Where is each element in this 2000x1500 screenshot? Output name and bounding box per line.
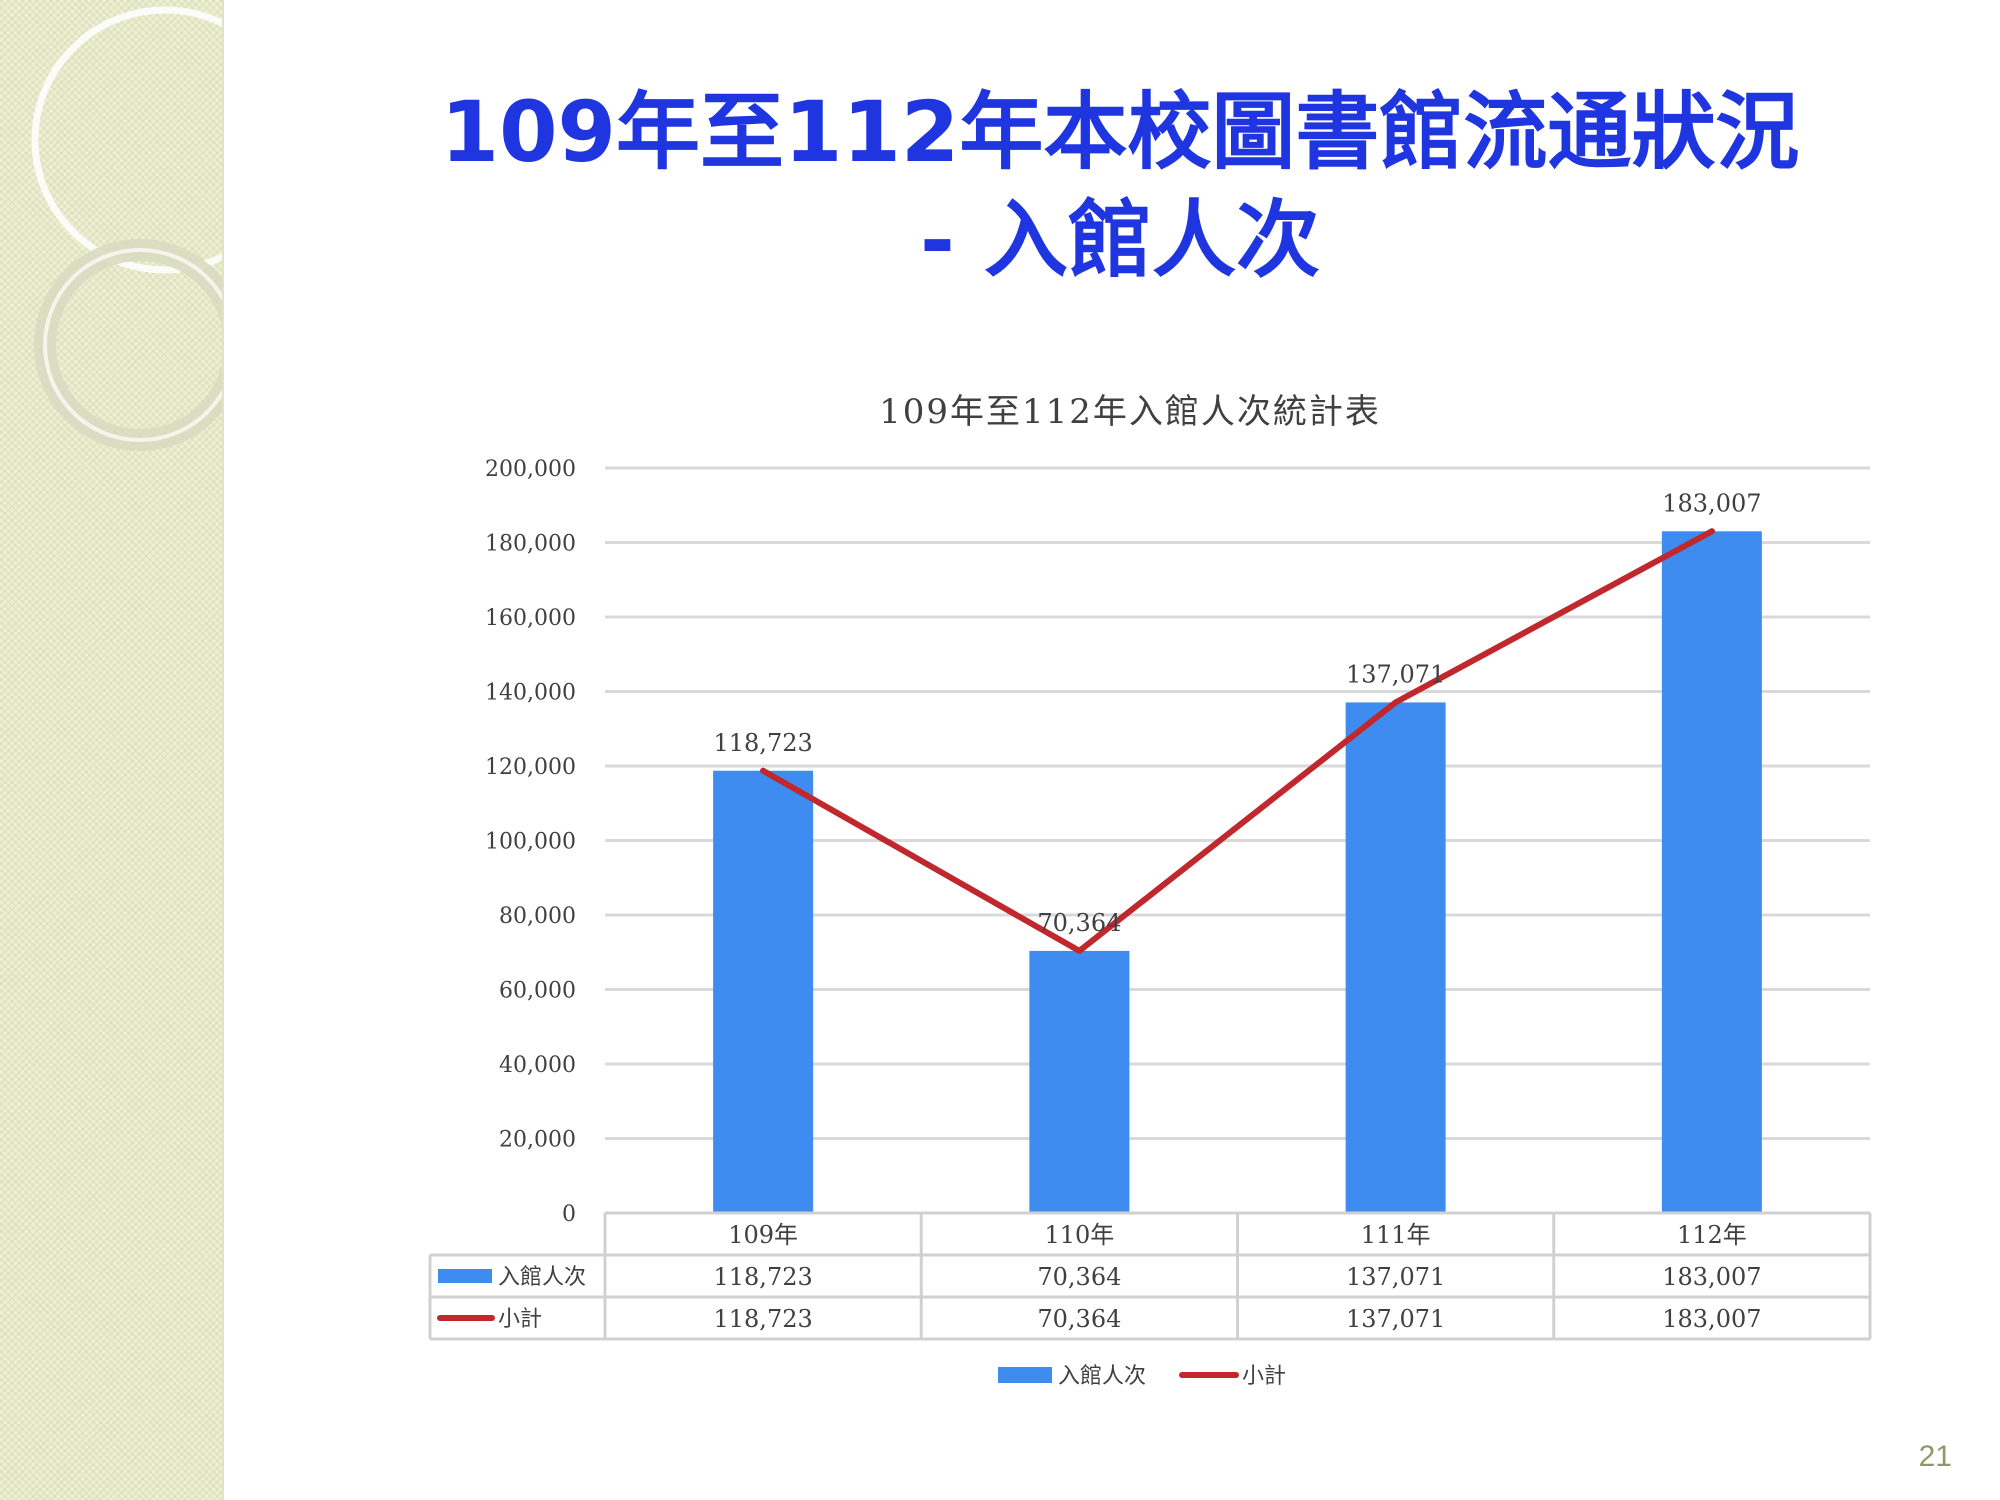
table-row-label: 小計 bbox=[498, 1307, 542, 1332]
table-cell: 137,071 bbox=[1346, 1263, 1445, 1291]
table-row-label: 入館人次 bbox=[498, 1265, 586, 1290]
y-tick-label: 40,000 bbox=[499, 1053, 576, 1078]
bar bbox=[713, 770, 814, 1213]
table-cell: 183,007 bbox=[1662, 1305, 1761, 1333]
slide-title: 109年至112年本校圖書館流通狀況 - 入館人次 bbox=[260, 78, 1980, 294]
decorative-side-panel bbox=[0, 0, 224, 1500]
x-tick-label: 109年 bbox=[728, 1221, 798, 1249]
line-point bbox=[1708, 528, 1715, 535]
page-number: 21 bbox=[1918, 1440, 1952, 1473]
table-cell: 118,723 bbox=[714, 1305, 813, 1333]
x-tick-label: 112年 bbox=[1677, 1221, 1747, 1249]
bar bbox=[1661, 531, 1762, 1213]
data-label: 118,723 bbox=[714, 729, 813, 757]
y-tick-label: 180,000 bbox=[485, 532, 576, 557]
line-point bbox=[1392, 699, 1399, 706]
data-label: 137,071 bbox=[1346, 660, 1445, 688]
table-cell: 137,071 bbox=[1346, 1305, 1445, 1333]
decorative-rings bbox=[31, 6, 222, 451]
y-tick-label: 20,000 bbox=[499, 1128, 576, 1153]
x-tick-label: 110年 bbox=[1044, 1221, 1114, 1249]
table-cell: 118,723 bbox=[714, 1263, 813, 1291]
bar bbox=[1029, 950, 1130, 1213]
table-cell: 70,364 bbox=[1037, 1305, 1121, 1333]
chart-title: 109年至112年入館人次統計表 bbox=[879, 392, 1381, 432]
slide-title-line2: - 入館人次 bbox=[919, 191, 1321, 289]
bar bbox=[1345, 702, 1446, 1213]
slide-title-line1: 109年至112年本校圖書館流通狀況 bbox=[440, 83, 1800, 181]
y-tick-label: 160,000 bbox=[485, 606, 576, 631]
legend-label: 入館人次 bbox=[1058, 1364, 1146, 1389]
y-tick-label: 140,000 bbox=[485, 681, 576, 706]
table-cell: 70,364 bbox=[1037, 1263, 1121, 1291]
legend-key-bar bbox=[998, 1367, 1052, 1383]
y-tick-label: 120,000 bbox=[485, 755, 576, 780]
y-tick-label: 100,000 bbox=[485, 830, 576, 855]
line-point bbox=[1076, 947, 1083, 954]
data-label: 183,007 bbox=[1662, 489, 1761, 517]
x-tick-label: 111年 bbox=[1361, 1221, 1431, 1249]
legend-label: 小計 bbox=[1242, 1364, 1286, 1389]
table-legend-key-bar bbox=[438, 1269, 492, 1283]
y-tick-label: 200,000 bbox=[485, 457, 576, 482]
y-tick-label: 80,000 bbox=[499, 904, 576, 929]
data-label: 70,364 bbox=[1037, 909, 1121, 937]
line-point bbox=[760, 767, 767, 774]
y-tick-label: 0 bbox=[562, 1202, 576, 1227]
line-series-subtotal bbox=[760, 528, 1715, 954]
table-cell: 183,007 bbox=[1662, 1263, 1761, 1291]
y-tick-label: 60,000 bbox=[499, 979, 576, 1004]
